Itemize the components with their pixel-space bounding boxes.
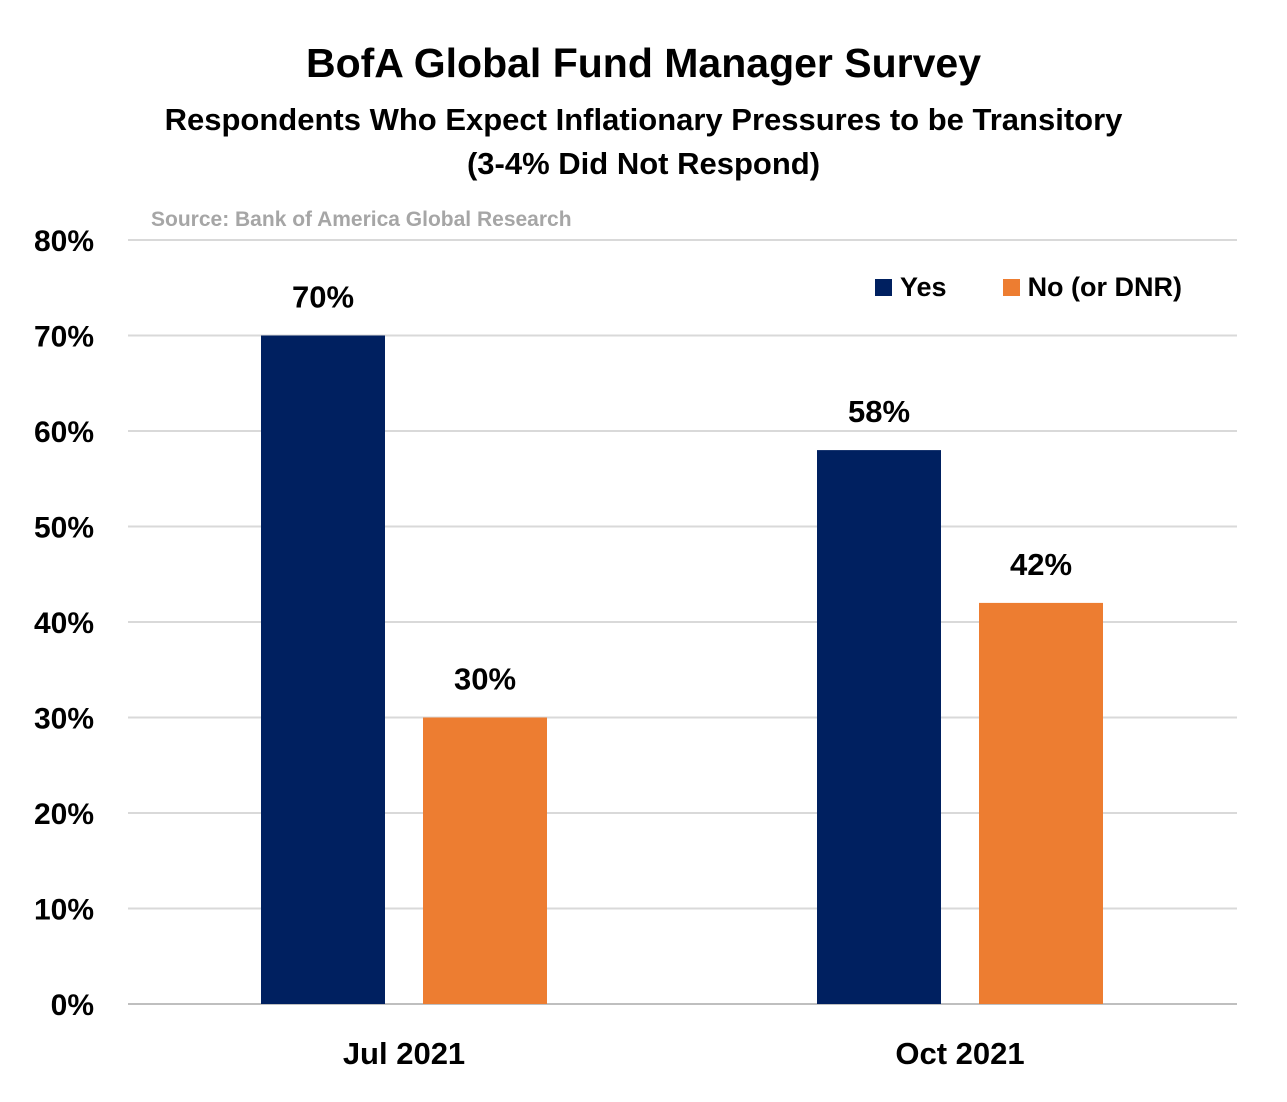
legend: Yes No (or DNR) bbox=[875, 272, 1182, 303]
legend-label-yes: Yes bbox=[900, 272, 947, 302]
x-tick-label-0: Jul 2021 bbox=[343, 1036, 465, 1071]
bar-yes-1 bbox=[817, 450, 941, 1005]
subtitle-line-2: (3-4% Did Not Respond) bbox=[466, 146, 821, 181]
data-label-yes-0: 70% bbox=[292, 280, 354, 315]
legend-item-no: No (or DNR) bbox=[1002, 272, 1183, 303]
y-tick-label-50: 50% bbox=[34, 512, 94, 545]
y-tick-label-10: 10% bbox=[34, 894, 94, 927]
bar-no-1 bbox=[979, 602, 1103, 1004]
y-tick-label-0: 0% bbox=[51, 989, 94, 1022]
y-tick-label-40: 40% bbox=[34, 607, 94, 640]
legend-swatch-no bbox=[1002, 279, 1020, 296]
bar-no-0 bbox=[423, 717, 547, 1004]
chart-subtitle: Respondents Who Expect Inflationary Pres… bbox=[0, 98, 1287, 186]
legend-item-yes: Yes bbox=[875, 272, 947, 303]
legend-label-no: No (or DNR) bbox=[1027, 272, 1183, 302]
data-label-no-1: 42% bbox=[1010, 547, 1072, 582]
y-tick-label-30: 30% bbox=[34, 703, 94, 736]
bar-yes-0 bbox=[261, 335, 385, 1004]
data-label-no-0: 30% bbox=[454, 662, 516, 697]
subtitle-line-1: Respondents Who Expect Inflationary Pres… bbox=[164, 102, 1123, 137]
data-label-yes-1: 58% bbox=[848, 394, 910, 429]
y-tick-label-70: 70% bbox=[34, 321, 94, 354]
y-tick-label-80: 80% bbox=[34, 225, 94, 258]
source-note: Source: Bank of America Global Research bbox=[151, 208, 572, 231]
y-tick-label-20: 20% bbox=[34, 798, 94, 831]
legend-swatch-yes bbox=[875, 279, 892, 296]
y-tick-label-60: 60% bbox=[34, 416, 94, 449]
x-tick-label-1: Oct 2021 bbox=[895, 1036, 1024, 1071]
chart-title: BofA Global Fund Manager Survey bbox=[305, 40, 982, 86]
